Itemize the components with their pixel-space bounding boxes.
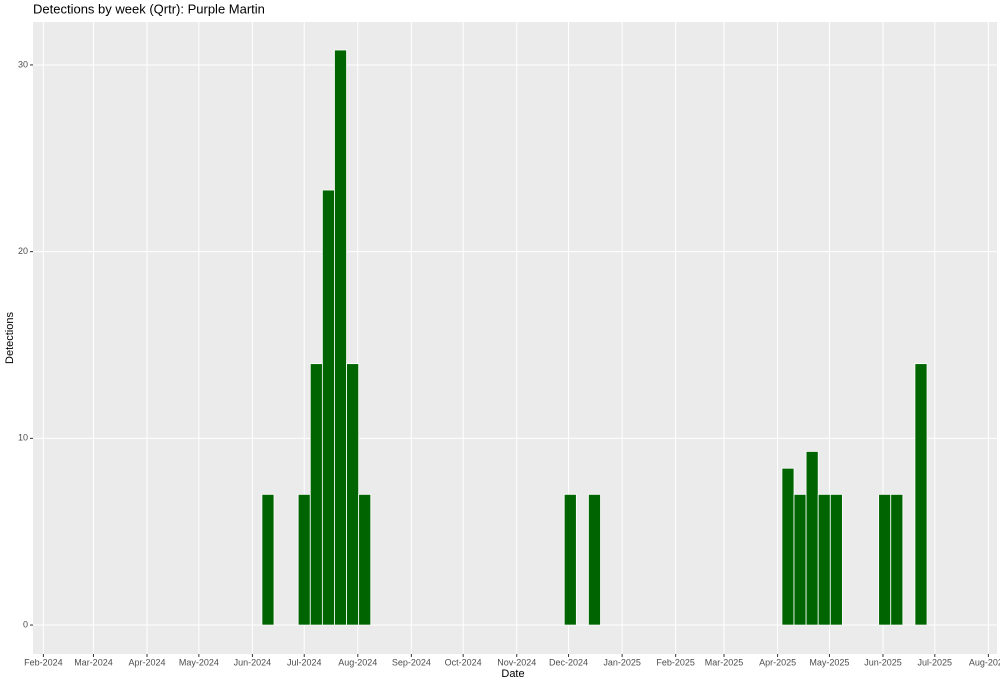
x-axis-title: Date — [501, 668, 524, 680]
bar — [805, 451, 819, 626]
bar — [829, 493, 843, 626]
x-tick-label: Apr-2025 — [759, 657, 796, 667]
x-tick-label: Jul-2024 — [287, 657, 322, 667]
bar — [588, 493, 601, 626]
x-tick-label: Nov-2024 — [497, 657, 536, 667]
y-axis-title: Detections — [4, 312, 16, 364]
bar — [321, 189, 335, 626]
x-tick-label: Aug-2024 — [338, 657, 377, 667]
bar — [793, 493, 807, 626]
bar — [878, 493, 892, 626]
x-tick-label: Jul-2025 — [918, 657, 953, 667]
bar — [334, 49, 347, 626]
x-tick-label: Mar-2024 — [74, 657, 113, 667]
bar — [346, 363, 360, 626]
x-tick-label: Dec-2024 — [549, 657, 588, 667]
x-tick-label: Feb-2025 — [656, 657, 695, 667]
x-tick-label: May-2024 — [179, 657, 219, 667]
x-tick-label: Apr-2024 — [129, 657, 166, 667]
x-tick-label: Aug-2025 — [969, 657, 1000, 667]
x-tick-label: Oct-2024 — [445, 657, 482, 667]
bar — [914, 363, 928, 626]
y-tick-label: 20 — [18, 246, 28, 256]
x-tick-label: Sep-2024 — [392, 657, 431, 667]
bar — [261, 493, 275, 626]
bar — [297, 493, 311, 626]
y-tick-label: 10 — [18, 433, 28, 443]
x-tick-label: Jan-2025 — [603, 657, 641, 667]
bar — [309, 363, 323, 626]
x-tick-label: Mar-2025 — [705, 657, 744, 667]
bar — [563, 493, 577, 626]
y-tick-label: 0 — [23, 619, 28, 629]
y-tick-label: 30 — [18, 59, 28, 69]
x-tick-label: Jun-2024 — [234, 657, 272, 667]
x-tick-label: Jun-2025 — [864, 657, 902, 667]
x-tick-label: May-2025 — [809, 657, 849, 667]
bar — [890, 493, 904, 626]
x-tick-label: Feb-2024 — [24, 657, 63, 667]
bar — [358, 493, 372, 626]
bar — [781, 467, 795, 626]
bar — [817, 493, 831, 626]
chart-title: Detections by week (Qrtr): Purple Martin — [33, 1, 265, 16]
panel — [33, 22, 997, 654]
